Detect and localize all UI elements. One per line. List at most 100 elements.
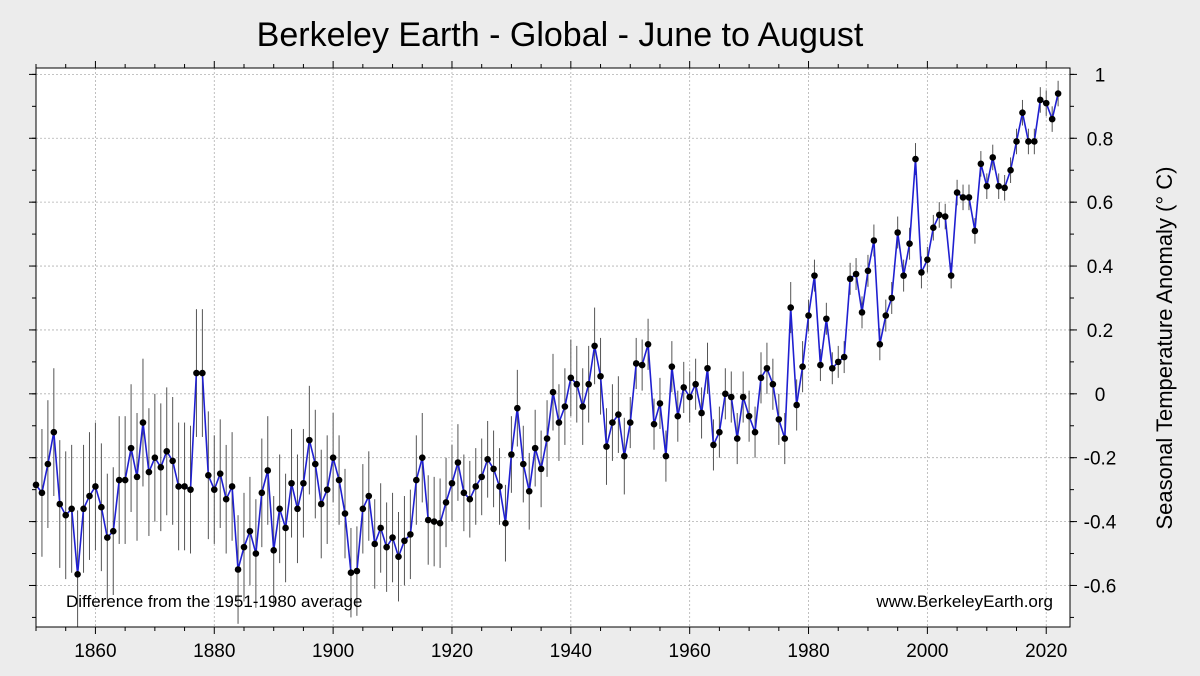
data-point xyxy=(787,304,795,311)
y-axis-label: Seasonal Temperature Anomaly (° C) xyxy=(1152,166,1177,529)
data-point xyxy=(704,364,711,372)
data-point xyxy=(947,272,955,279)
data-point xyxy=(632,360,640,367)
data-point xyxy=(418,454,426,462)
data-point xyxy=(650,420,658,428)
data-point xyxy=(662,452,670,460)
data-point xyxy=(496,483,503,490)
data-point xyxy=(668,363,676,370)
data-point xyxy=(953,189,961,196)
data-point xyxy=(1031,138,1038,145)
data-point xyxy=(817,361,824,369)
data-point xyxy=(716,428,723,436)
data-point xyxy=(508,451,515,458)
data-point xyxy=(983,182,991,190)
data-point xyxy=(1019,109,1026,117)
data-point xyxy=(519,460,527,468)
data-point xyxy=(181,483,188,490)
data-point xyxy=(609,419,616,426)
data-point xyxy=(995,182,1002,190)
data-point xyxy=(62,511,70,519)
x-tick-label: 2000 xyxy=(906,641,948,662)
data-point xyxy=(781,435,789,442)
data-point xyxy=(793,401,800,409)
data-point xyxy=(870,237,878,244)
x-tick-label: 1960 xyxy=(669,641,711,662)
y-tick-label: 0.4 xyxy=(1087,257,1114,278)
data-point xyxy=(413,476,420,484)
data-point xyxy=(157,463,165,471)
data-point xyxy=(133,473,141,481)
data-point xyxy=(109,527,117,535)
data-point xyxy=(210,486,218,493)
data-point xyxy=(442,499,450,506)
data-point xyxy=(377,524,384,532)
data-point xyxy=(139,419,147,426)
data-point xyxy=(371,540,379,548)
y-tick-label: 0.6 xyxy=(1087,193,1113,214)
data-point xyxy=(965,194,973,201)
data-point xyxy=(395,553,402,561)
x-tick-label: 1980 xyxy=(787,641,829,662)
data-point xyxy=(169,457,176,465)
data-point xyxy=(805,312,812,319)
data-point xyxy=(478,473,485,481)
y-tick-label: -0.4 xyxy=(1084,513,1117,534)
data-point xyxy=(935,211,943,219)
data-point xyxy=(876,341,884,348)
data-point xyxy=(525,487,533,495)
data-point xyxy=(38,489,46,497)
x-tick-label: 1880 xyxy=(193,641,235,662)
data-point xyxy=(543,435,551,442)
data-point xyxy=(745,412,753,420)
baseline-note: Difference from the 1951-1980 average xyxy=(66,592,362,611)
data-point xyxy=(930,224,937,232)
data-point xyxy=(86,492,93,500)
y-tick-label: 1 xyxy=(1095,65,1106,86)
data-point xyxy=(656,400,664,407)
plot-background xyxy=(36,68,1070,627)
data-point xyxy=(401,537,408,545)
data-point xyxy=(353,567,361,575)
data-point xyxy=(615,411,622,418)
data-point xyxy=(163,448,171,455)
grid-lines xyxy=(36,68,1070,627)
data-point xyxy=(359,505,367,513)
data-point xyxy=(216,470,224,477)
data-point xyxy=(484,456,491,463)
data-point xyxy=(626,419,634,426)
data-point xyxy=(424,516,432,524)
data-point xyxy=(80,505,87,513)
data-point xyxy=(205,471,212,479)
data-point xyxy=(924,256,931,263)
source-credit: www.BerkeleyEarth.org xyxy=(875,592,1053,611)
data-point xyxy=(912,155,919,163)
x-tick-label: 1900 xyxy=(312,641,354,662)
data-point xyxy=(514,404,521,412)
data-point xyxy=(335,476,343,484)
plot-frame xyxy=(35,67,1071,628)
data-point xyxy=(1013,138,1020,145)
data-point xyxy=(317,500,325,508)
data-point xyxy=(151,454,159,462)
data-point xyxy=(252,550,260,557)
data-point xyxy=(733,435,741,442)
data-point xyxy=(383,543,390,551)
data-point xyxy=(739,393,747,401)
data-point xyxy=(347,569,355,576)
data-point xyxy=(828,364,836,372)
data-point xyxy=(1036,96,1044,104)
data-point xyxy=(187,486,194,493)
data-point xyxy=(644,341,652,348)
data-point xyxy=(638,361,646,369)
data-points xyxy=(32,90,1062,578)
data-point xyxy=(228,483,236,490)
y-tick-label: 0.8 xyxy=(1087,129,1113,150)
data-point xyxy=(460,489,468,497)
x-axis: 1860 1880 1900 1920 1940 1960 1980 2000 2020 xyxy=(35,61,1067,662)
data-point xyxy=(502,519,509,527)
data-point xyxy=(989,154,997,161)
data-point xyxy=(722,390,729,398)
data-point xyxy=(906,240,913,247)
data-point xyxy=(846,275,854,283)
